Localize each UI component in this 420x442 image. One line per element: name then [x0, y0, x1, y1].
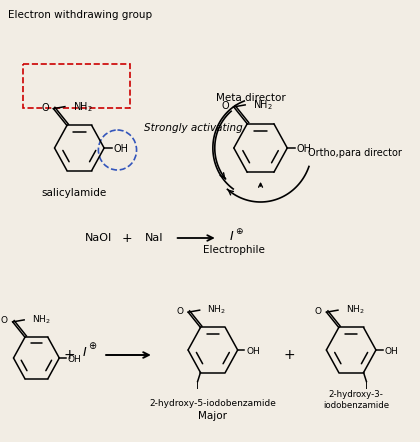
- Text: NH$_2$: NH$_2$: [346, 304, 364, 316]
- Text: O: O: [221, 101, 229, 111]
- Text: 2-hydroxy-5-iodobenzamide: 2-hydroxy-5-iodobenzamide: [150, 400, 276, 408]
- Text: O: O: [315, 307, 322, 316]
- Text: NH$_2$: NH$_2$: [32, 314, 50, 326]
- Text: I: I: [196, 381, 199, 391]
- Text: Major: Major: [198, 411, 227, 421]
- Text: Electrophile: Electrophile: [203, 245, 265, 255]
- Text: Electron withdrawing group: Electron withdrawing group: [8, 10, 152, 20]
- Text: ⊕: ⊕: [88, 341, 96, 351]
- Text: ⊕: ⊕: [235, 226, 242, 236]
- Text: I: I: [365, 381, 368, 391]
- Text: OH: OH: [114, 144, 129, 154]
- Text: NaOI: NaOI: [85, 233, 112, 243]
- Text: Strongly activating: Strongly activating: [144, 123, 243, 133]
- Text: O: O: [176, 307, 184, 316]
- Text: O: O: [41, 103, 49, 113]
- Text: Meta director: Meta director: [216, 93, 286, 103]
- Text: NaI: NaI: [144, 233, 163, 243]
- Text: salicylamide: salicylamide: [41, 188, 106, 198]
- Text: OH: OH: [68, 354, 81, 363]
- Text: Ortho,para director: Ortho,para director: [308, 148, 402, 158]
- Text: OH: OH: [297, 144, 312, 154]
- Text: +: +: [122, 232, 132, 244]
- Text: OH: OH: [246, 347, 260, 355]
- Text: I: I: [230, 230, 234, 244]
- Text: O: O: [1, 316, 8, 325]
- Text: NH$_2$: NH$_2$: [73, 100, 92, 114]
- Text: 2-hydroxy-3-
iodobenzamide: 2-hydroxy-3- iodobenzamide: [323, 390, 389, 410]
- Text: NH$_2$: NH$_2$: [253, 98, 273, 112]
- Text: +: +: [64, 348, 76, 362]
- Text: NH$_2$: NH$_2$: [207, 304, 226, 316]
- Text: I: I: [82, 346, 86, 358]
- Text: OH: OH: [385, 347, 398, 355]
- Text: +: +: [284, 348, 295, 362]
